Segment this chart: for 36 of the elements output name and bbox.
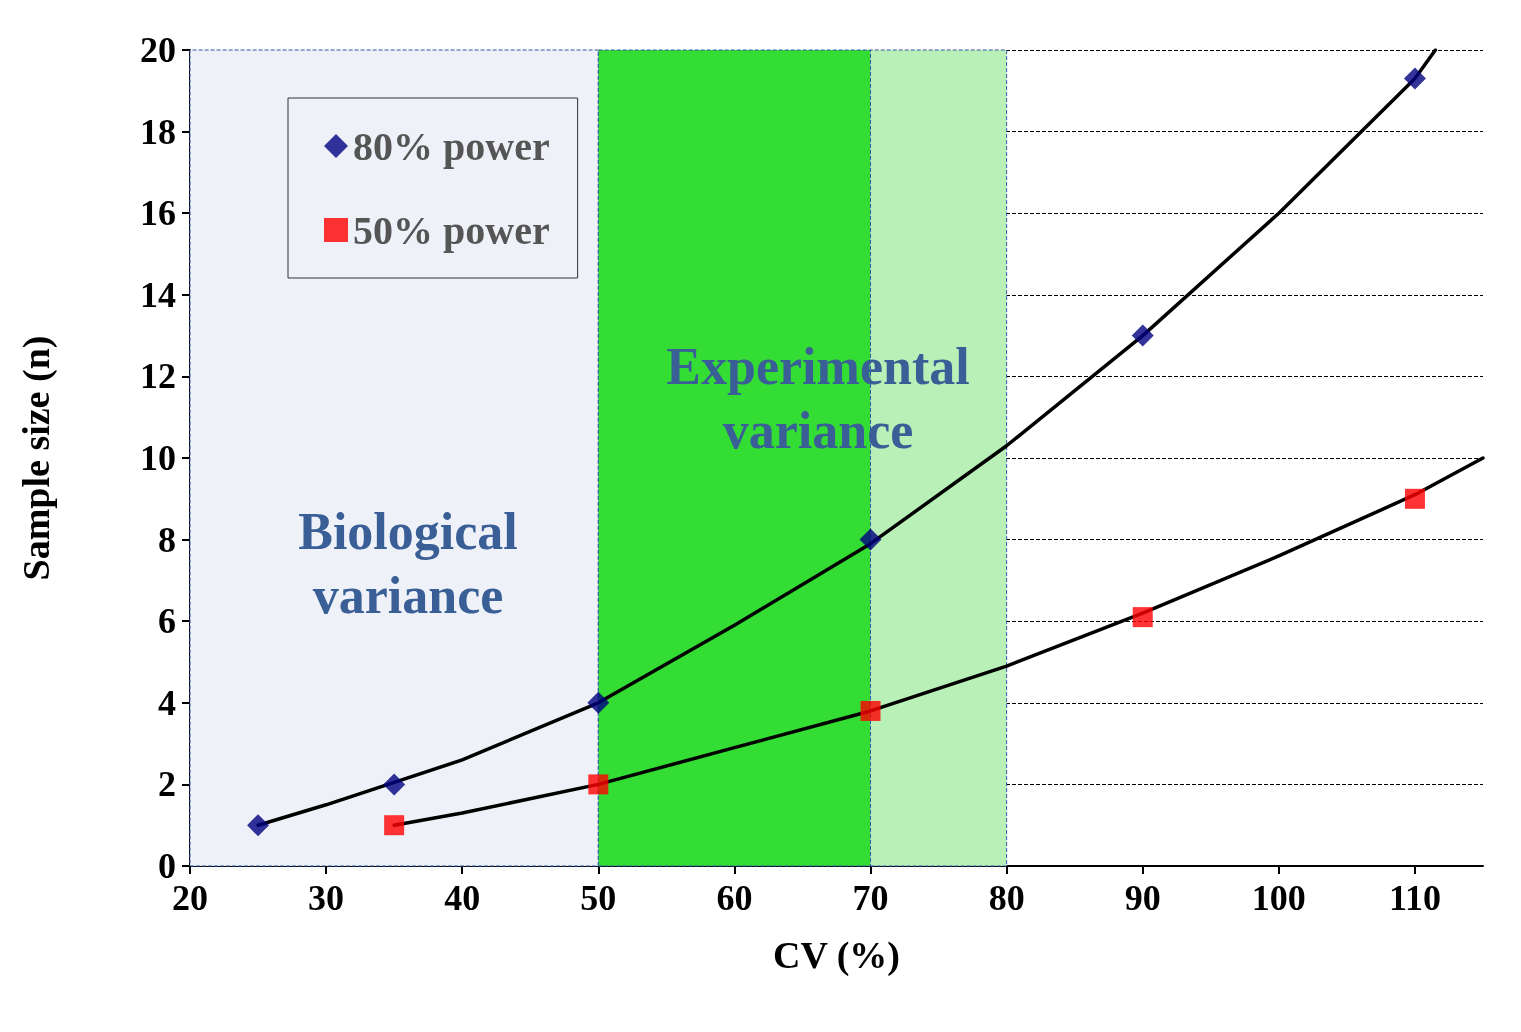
- x-tick-label: 50: [580, 878, 617, 918]
- x-axis-title: CV (%): [772, 934, 901, 977]
- annotation: Biological variance: [298, 502, 518, 624]
- y-tick-label: 10: [140, 438, 176, 478]
- y-tick-label: 0: [158, 846, 176, 886]
- y-tick-label: 12: [140, 356, 176, 397]
- point: [1404, 488, 1425, 509]
- x-tick-label: 100: [1251, 878, 1306, 918]
- x-tick-label: 30: [308, 878, 345, 918]
- y-tick-label: 4: [158, 682, 176, 723]
- x-tick-label: 70: [852, 878, 889, 918]
- point: [1131, 324, 1154, 347]
- x-tick-label: 60: [716, 878, 753, 918]
- x-tick-label: 110: [1388, 878, 1441, 918]
- y-tick-label: 8: [158, 519, 176, 560]
- point: [587, 691, 610, 714]
- point: [859, 528, 882, 551]
- y-tick-label: 14: [140, 274, 176, 315]
- y-tick-label: 6: [158, 601, 176, 642]
- y-axis-title: Sample size (n): [15, 335, 58, 581]
- y-tick-label: 16: [140, 193, 176, 234]
- point: [1403, 67, 1426, 90]
- point: [383, 773, 406, 796]
- x-tick-label: 90: [1124, 878, 1161, 918]
- legend-label: 50% power: [353, 207, 550, 253]
- point: [588, 774, 609, 795]
- point: [384, 815, 405, 836]
- point: [1132, 607, 1153, 628]
- y-tick-label: 20: [140, 30, 176, 70]
- point: [247, 814, 270, 837]
- x-tick-label: 80: [988, 878, 1025, 918]
- y-tick-label: 2: [158, 764, 176, 805]
- x-tick-label: 40: [444, 878, 481, 918]
- legend-label: 80% power: [353, 123, 550, 169]
- point: [860, 700, 881, 721]
- y-tick-label: 18: [140, 111, 176, 152]
